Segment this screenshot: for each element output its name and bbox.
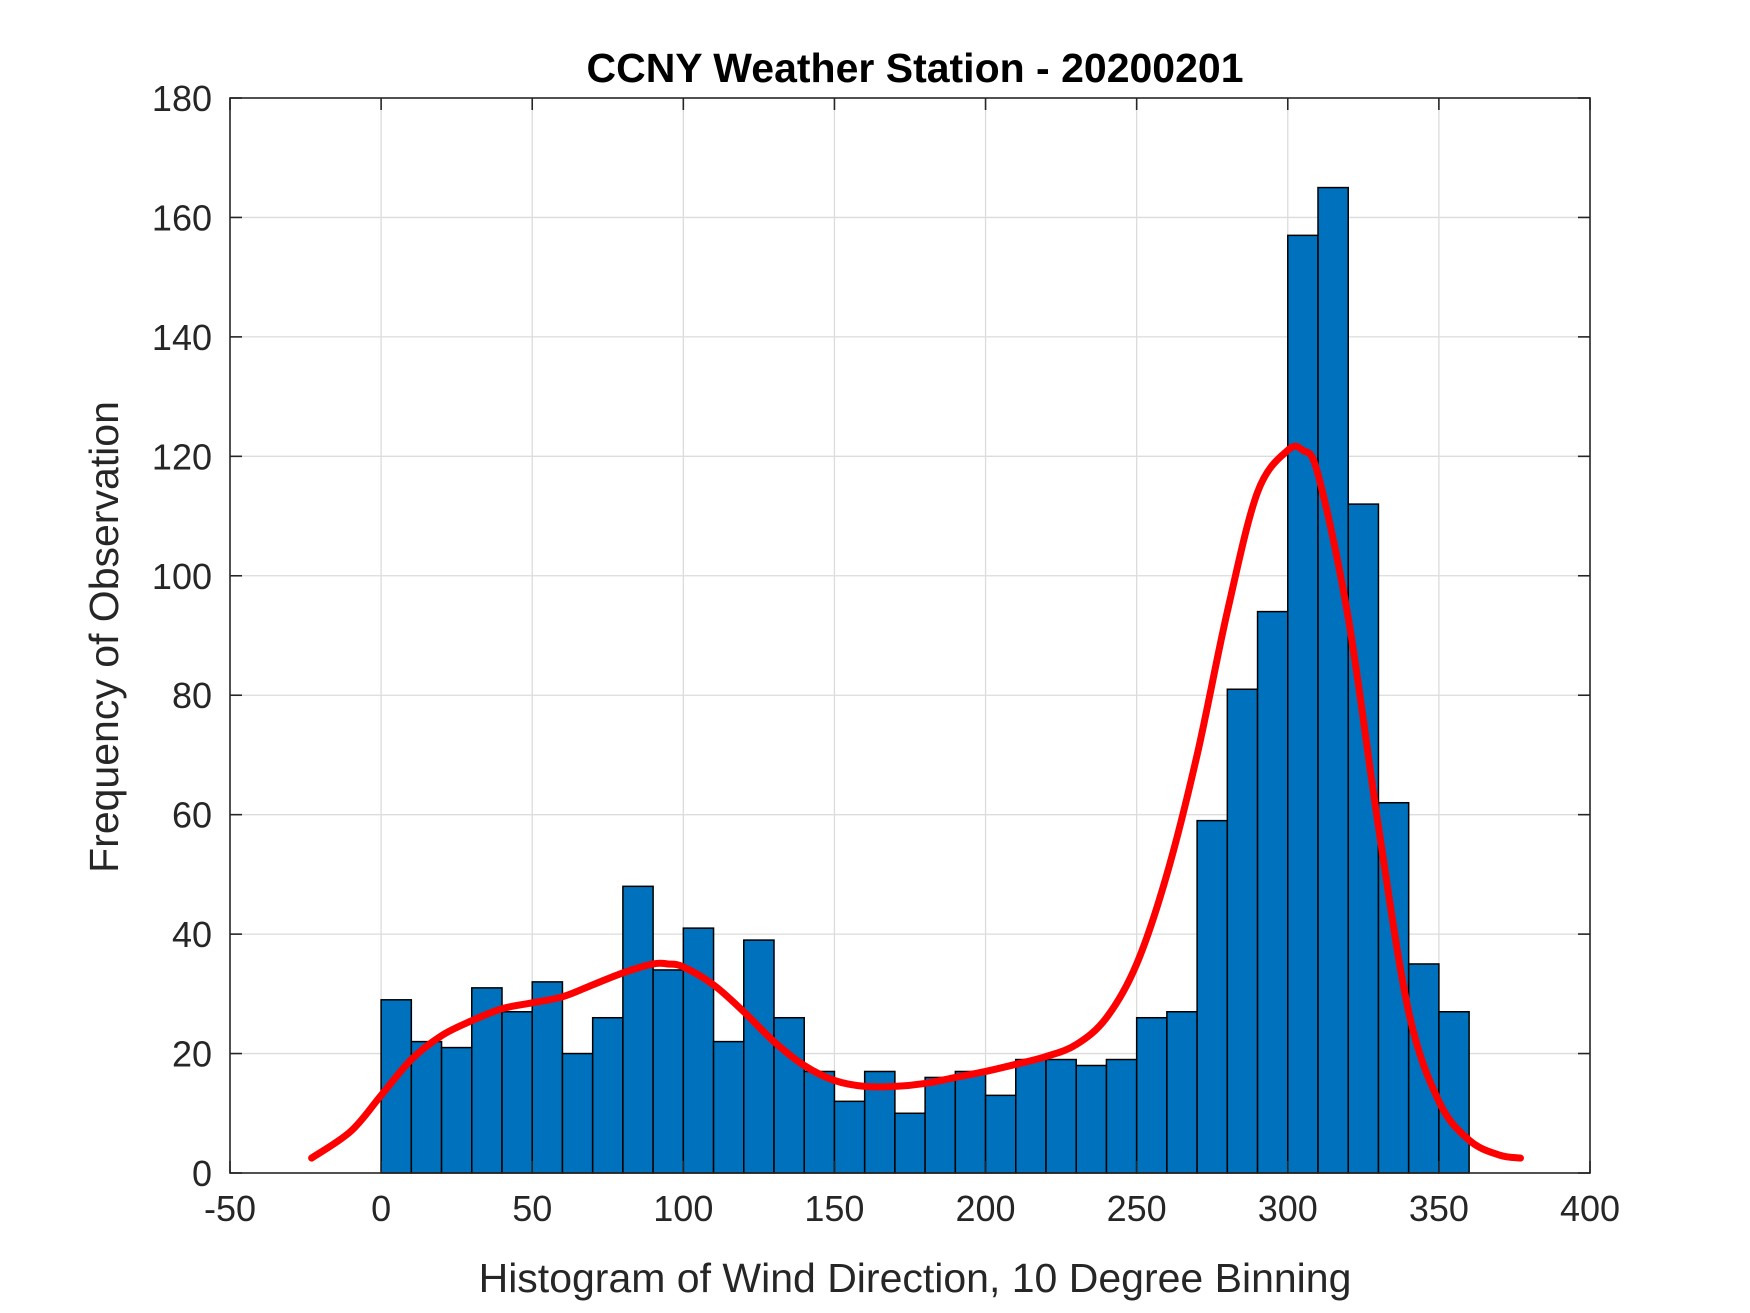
histogram-bar: [1256, 610, 1289, 1174]
axis-ticks: [229, 97, 1591, 1174]
histogram-bar: [894, 1112, 926, 1174]
x-tick-label: -50: [204, 1188, 256, 1229]
y-tick-label: 120: [152, 436, 212, 477]
histogram-bar: [1135, 1016, 1168, 1174]
y-tick-label: 0: [192, 1153, 212, 1194]
histogram-bar: [1166, 1011, 1198, 1174]
histogram-bar: [954, 1070, 987, 1174]
histogram-bar: [833, 1100, 866, 1174]
x-tick-label: 0: [371, 1188, 391, 1229]
y-axis-label: Frequency of Observation: [81, 401, 127, 873]
y-tick-label: 140: [152, 317, 212, 358]
histogram-bar: [1438, 1011, 1470, 1174]
histogram-bar: [531, 981, 564, 1174]
histogram-bar: [1015, 1058, 1047, 1174]
histogram-bar: [743, 939, 775, 1174]
histogram-bar: [1045, 1058, 1077, 1174]
x-tick-label: 200: [956, 1188, 1016, 1229]
histogram-bar: [1287, 234, 1319, 1174]
histogram-bar: [410, 1040, 443, 1174]
histogram-bar: [1075, 1064, 1108, 1174]
y-tick-label: 80: [172, 675, 212, 716]
fit-curve-layer: [308, 442, 1524, 1162]
chart-title: CCNY Weather Station - 20200201: [586, 45, 1243, 91]
x-tick-label: 400: [1560, 1188, 1620, 1229]
histogram-bar: [652, 969, 685, 1174]
histogram-bar: [682, 927, 715, 1174]
histogram-bar: [1347, 503, 1380, 1174]
y-tick-label: 60: [172, 795, 212, 836]
histogram-bar: [591, 1016, 624, 1174]
fit-curve: [308, 442, 1524, 1162]
x-tick-label: 150: [804, 1188, 864, 1229]
histogram-bar: [803, 1070, 836, 1174]
y-tick-label: 180: [152, 78, 212, 119]
y-tick-label: 40: [172, 914, 212, 955]
histogram-bar: [984, 1094, 1017, 1174]
plot-frame: [229, 97, 1591, 1174]
x-axis-label: Histogram of Wind Direction, 10 Degree B…: [479, 1255, 1352, 1301]
x-tick-label: 350: [1409, 1188, 1469, 1229]
x-tick-label: 100: [653, 1188, 713, 1229]
x-tick-label: 250: [1107, 1188, 1167, 1229]
histogram-bar: [1317, 186, 1349, 1174]
y-tick-label: 100: [152, 556, 212, 597]
histogram-bar: [501, 1011, 533, 1174]
tick-labels: -50 0 50 100 150 200 250 300 350 4000204060801001…: [152, 78, 1620, 1229]
histogram-bar: [1105, 1058, 1138, 1174]
x-tick-label: 50: [512, 1188, 552, 1229]
y-tick-label: 20: [172, 1034, 212, 1075]
axes-frame: [229, 97, 1591, 1174]
x-tick-label: 300: [1258, 1188, 1318, 1229]
histogram-bar: [1196, 819, 1229, 1174]
histogram-bar: [622, 885, 654, 1174]
histogram-bar: [712, 1040, 745, 1174]
histogram-bar: [561, 1052, 594, 1174]
histogram-bars: [380, 186, 1470, 1174]
histogram-bar: [924, 1076, 957, 1174]
histogram-bar: [1226, 688, 1259, 1174]
histogram-bar: [440, 1046, 473, 1174]
y-tick-label: 160: [152, 197, 212, 238]
